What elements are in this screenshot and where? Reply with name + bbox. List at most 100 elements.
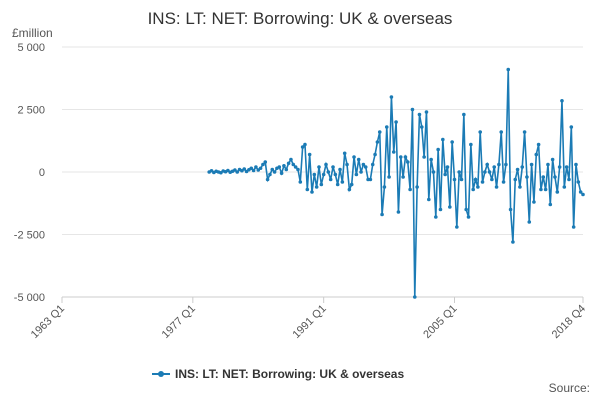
data-point — [286, 161, 291, 166]
data-point — [581, 192, 585, 197]
data-point — [258, 166, 263, 171]
y-tick-label: 2 500 — [17, 105, 45, 117]
data-point — [282, 163, 286, 168]
data-point — [436, 147, 440, 152]
series-line — [208, 69, 584, 298]
data-point — [445, 165, 450, 169]
data-point — [501, 180, 506, 184]
chart-title: INS: LT: NET: Borrowing: UK & overseas — [148, 9, 453, 28]
data-point — [354, 172, 359, 177]
source: Source: — [549, 381, 590, 395]
data-point — [494, 185, 499, 189]
data-point — [375, 140, 380, 144]
data-point — [410, 107, 415, 112]
data-point — [312, 172, 317, 177]
y-tick-label: -5 000 — [14, 292, 45, 304]
data-point — [499, 130, 504, 134]
data-point — [412, 295, 417, 299]
data-point — [485, 162, 490, 167]
data-point — [562, 185, 567, 189]
data-point — [408, 187, 412, 192]
data-point — [532, 200, 536, 204]
data-point — [415, 185, 419, 189]
data-point — [268, 172, 272, 177]
data-point — [352, 155, 356, 159]
data-point — [298, 180, 303, 184]
data-point — [342, 151, 347, 156]
data-point — [373, 152, 377, 157]
data-point — [455, 225, 459, 229]
data-point — [321, 172, 326, 177]
data-point — [251, 168, 256, 173]
x-tick-label: 1991 Q1 — [290, 303, 328, 341]
data-point — [405, 160, 410, 164]
data-point — [427, 197, 431, 202]
data-point — [296, 167, 300, 172]
data-point — [548, 202, 553, 207]
data-point — [550, 157, 555, 162]
data-point — [314, 185, 319, 189]
data-point — [522, 130, 527, 134]
data-point — [541, 175, 546, 179]
data-point — [464, 207, 468, 212]
data-point — [518, 185, 522, 189]
data-point — [448, 205, 452, 209]
data-point — [419, 125, 424, 129]
y-unit: £million — [12, 26, 53, 40]
x-tick-label: 1963 Q1 — [29, 303, 67, 341]
data-point — [384, 125, 389, 129]
data-point — [529, 162, 534, 167]
data-point — [441, 137, 445, 142]
data-point — [272, 170, 277, 174]
data-point — [331, 165, 335, 169]
data-point — [564, 165, 569, 169]
data-point — [483, 170, 487, 174]
data-point — [459, 177, 464, 182]
data-point — [466, 215, 471, 219]
data-point — [462, 112, 466, 117]
data-point — [557, 165, 562, 169]
data-point — [356, 157, 361, 162]
data-point — [539, 187, 543, 192]
data-point — [300, 145, 305, 149]
data-point — [478, 130, 483, 134]
data-point — [443, 172, 447, 177]
data-point — [326, 170, 331, 174]
data-point — [270, 167, 275, 172]
data-point — [359, 170, 363, 174]
data-point — [424, 110, 429, 114]
data-point — [233, 168, 237, 172]
data-point — [265, 177, 270, 182]
data-point — [307, 152, 312, 157]
legend-label: INS: LT: NET: Borrowing: UK & overseas — [175, 367, 404, 381]
data-point — [578, 190, 583, 194]
data-point — [317, 165, 321, 169]
data-point — [571, 225, 576, 229]
data-point — [391, 150, 396, 154]
data-point — [370, 162, 375, 167]
data-point — [398, 155, 403, 159]
data-point — [328, 177, 333, 182]
data-point — [361, 162, 366, 167]
data-point — [513, 177, 518, 182]
data-point — [291, 162, 296, 167]
data-point — [333, 172, 338, 177]
data-point — [471, 187, 475, 192]
x-tick-label: 1977 Q1 — [160, 303, 198, 341]
data-point — [492, 165, 497, 169]
data-point — [293, 165, 298, 169]
data-point — [303, 142, 307, 147]
data-point — [567, 177, 571, 182]
data-point — [434, 215, 438, 219]
data-point — [574, 162, 578, 167]
data-point — [403, 155, 408, 159]
data-point — [284, 167, 289, 172]
data-point — [527, 220, 532, 224]
data-point — [310, 190, 314, 194]
data-point — [387, 175, 391, 179]
data-point — [335, 182, 340, 187]
legend-marker — [158, 371, 164, 377]
data-point — [261, 162, 265, 167]
data-point — [469, 142, 473, 147]
